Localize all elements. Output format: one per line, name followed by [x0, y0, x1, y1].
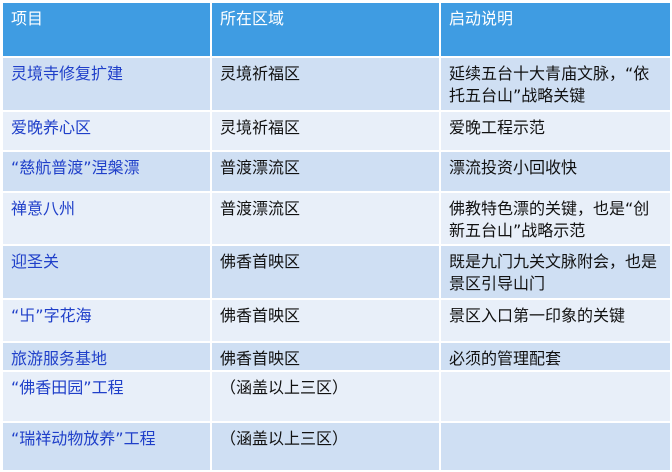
cell-area: 普渡漂流区 — [212, 152, 439, 191]
table-row: “佛香田园”工程 （涵盖以上三区） — [3, 372, 670, 421]
table-header-row: 项目 所在区域 启动说明 — [3, 3, 670, 56]
table-row: 禅意八州 普渡漂流区 佛教特色漂的关键，也是“创新五台山”战略示范 — [3, 193, 670, 244]
cell-note: 景区入口第一印象的关键 — [441, 300, 670, 341]
cell-project: “佛香田园”工程 — [3, 372, 210, 421]
cell-note: 必须的管理配套 — [441, 343, 670, 370]
cell-project: “瑞祥动物放养”工程 — [3, 423, 210, 470]
cell-project: 灵境寺修复扩建 — [3, 58, 210, 110]
cell-note — [441, 423, 670, 470]
cell-project: 旅游服务基地 — [3, 343, 210, 370]
cell-project: “慈航普渡”涅槃漂 — [3, 152, 210, 191]
table-row: 灵境寺修复扩建 灵境祈福区 延续五台十大青庙文脉，“依托五台山”战略关键 — [3, 58, 670, 110]
table-row: 迎圣关 佛香首映区 既是九门九关文脉附会，也是景区引导山门 — [3, 246, 670, 298]
cell-area: 灵境祈福区 — [212, 112, 439, 150]
cell-note — [441, 372, 670, 421]
cell-area: 普渡漂流区 — [212, 193, 439, 244]
cell-area: 灵境祈福区 — [212, 58, 439, 110]
cell-project: 爱晚养心区 — [3, 112, 210, 150]
cell-area: （涵盖以上三区） — [212, 372, 439, 421]
cell-note: 延续五台十大青庙文脉，“依托五台山”战略关键 — [441, 58, 670, 110]
table-row: 爱晚养心区 灵境祈福区 爱晚工程示范 — [3, 112, 670, 150]
table-row: “慈航普渡”涅槃漂 普渡漂流区 漂流投资小回收快 — [3, 152, 670, 191]
cell-note: 爱晚工程示范 — [441, 112, 670, 150]
cell-area: 佛香首映区 — [212, 246, 439, 298]
cell-area: 佛香首映区 — [212, 343, 439, 370]
cell-project: “卐”字花海 — [3, 300, 210, 341]
cell-project: 迎圣关 — [3, 246, 210, 298]
cell-project: 禅意八州 — [3, 193, 210, 244]
cell-note: 佛教特色漂的关键，也是“创新五台山”战略示范 — [441, 193, 670, 244]
table-row: 旅游服务基地 佛香首映区 必须的管理配套 — [3, 343, 670, 370]
table-row: “瑞祥动物放养”工程 （涵盖以上三区） — [3, 423, 670, 470]
header-area: 所在区域 — [212, 3, 439, 56]
cell-area: 佛香首映区 — [212, 300, 439, 341]
table-row: “卐”字花海 佛香首映区 景区入口第一印象的关键 — [3, 300, 670, 341]
cell-area: （涵盖以上三区） — [212, 423, 439, 470]
header-note: 启动说明 — [441, 3, 670, 56]
header-project: 项目 — [3, 3, 210, 56]
cell-note: 漂流投资小回收快 — [441, 152, 670, 191]
cell-note: 既是九门九关文脉附会，也是景区引导山门 — [441, 246, 670, 298]
